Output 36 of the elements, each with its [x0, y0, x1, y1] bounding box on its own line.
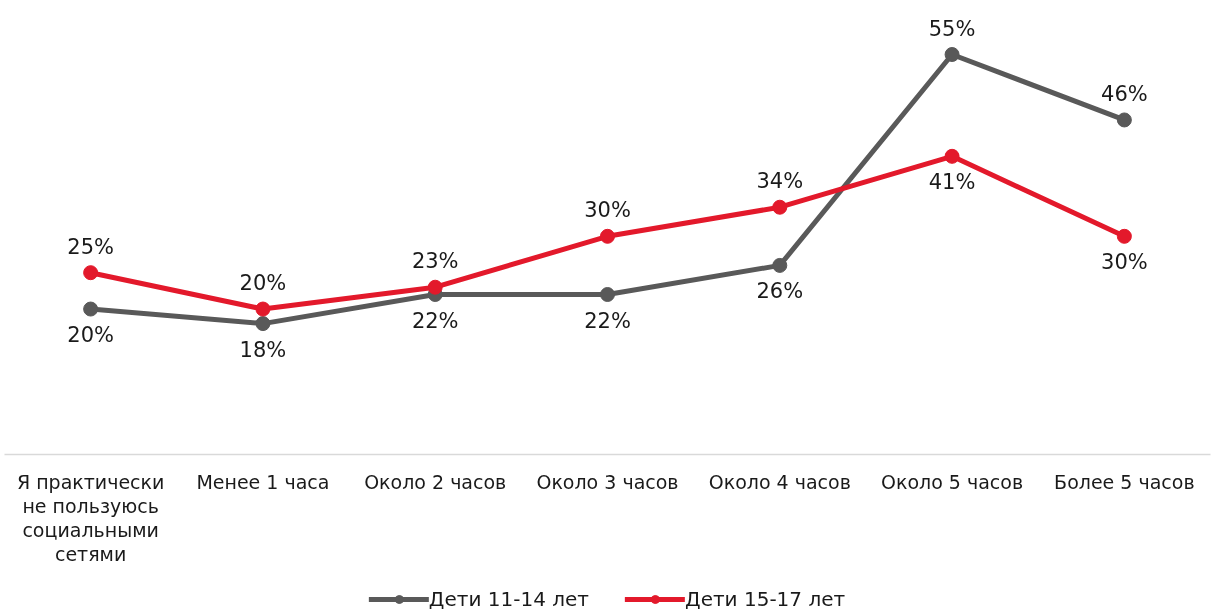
point [600, 287, 615, 302]
x-tick-label: Более 5 часов [1054, 470, 1195, 493]
data-label: 30% [584, 198, 631, 223]
data-label: 18% [239, 337, 287, 362]
data-label: 22% [584, 308, 631, 333]
x-tick-label: Около 3 часов [536, 470, 679, 493]
point [600, 228, 615, 244]
data-label: 34% [756, 169, 804, 194]
point [944, 148, 960, 164]
point [255, 316, 271, 332]
data-label: 41% [928, 170, 976, 195]
data-label: 23% [411, 249, 459, 274]
data-label: 46% [1101, 81, 1148, 106]
data-label: 55% [928, 16, 976, 41]
x-tick-label: Около 4 часов [708, 470, 851, 493]
x-tick-label: Я практически не пользуюсь социальными сетями [16, 470, 165, 566]
point [1116, 112, 1132, 128]
x-tick-label: Менее 1 часа [196, 470, 330, 493]
x-tick-label: Около 2 часов [364, 470, 507, 493]
data-label: 26% [756, 279, 804, 304]
data-label: 20% [239, 271, 287, 296]
legend-label: Дети 15-17 лет [685, 587, 846, 611]
data-label: 30% [1101, 250, 1148, 275]
point [83, 301, 99, 317]
point [772, 257, 788, 273]
legend-label: Дети 11-14 лет [428, 587, 589, 611]
point [1116, 228, 1132, 244]
point [83, 265, 99, 281]
data-label: 22% [411, 308, 459, 333]
point [427, 279, 443, 295]
x-tick-label: Около 5 часов [881, 470, 1024, 493]
point [772, 199, 788, 215]
point [255, 301, 271, 317]
data-label: 20% [67, 323, 114, 348]
point [944, 47, 960, 62]
data-label: 25% [67, 234, 114, 259]
